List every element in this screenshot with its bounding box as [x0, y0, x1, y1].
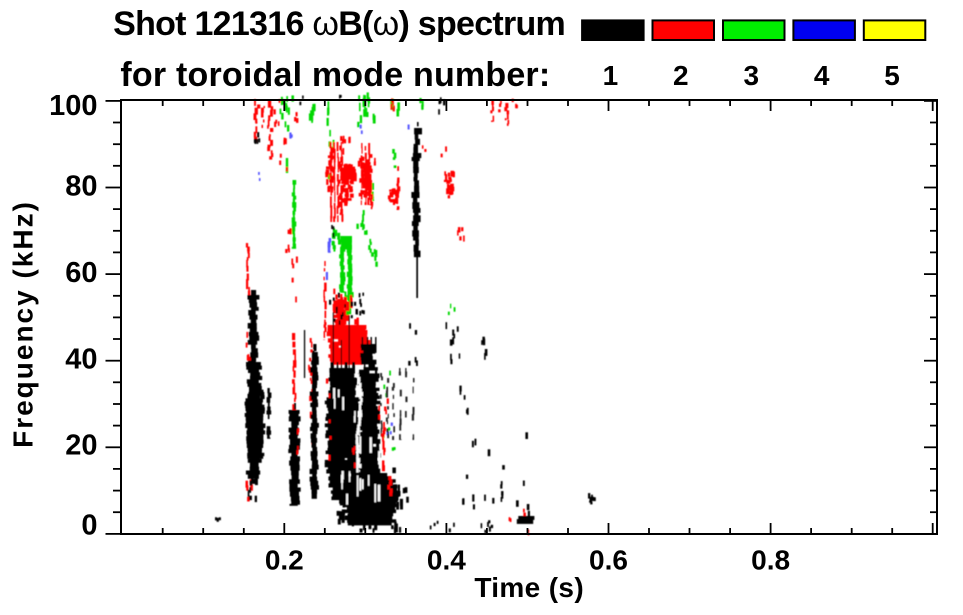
svg-text:40: 40 — [65, 343, 97, 375]
svg-text:20: 20 — [65, 430, 97, 462]
svg-text:2: 2 — [673, 60, 689, 91]
svg-text:0.4: 0.4 — [427, 545, 466, 576]
svg-text:Shot 121316 ωB(ω) spectrum: Shot 121316 ωB(ω) spectrum — [113, 5, 565, 43]
svg-text:100: 100 — [49, 90, 97, 122]
svg-text:0.2: 0.2 — [265, 545, 304, 576]
svg-text:80: 80 — [65, 171, 97, 203]
svg-text:5: 5 — [884, 60, 900, 91]
svg-text:Time (s): Time (s) — [474, 572, 584, 603]
svg-text:1: 1 — [603, 60, 619, 91]
svg-text:for toroidal mode number:: for toroidal mode number: — [120, 56, 550, 94]
svg-text:Frequency (kHz): Frequency (kHz) — [8, 200, 39, 448]
svg-text:4: 4 — [814, 60, 830, 91]
svg-text:0.6: 0.6 — [589, 545, 628, 576]
svg-text:3: 3 — [744, 60, 760, 91]
svg-text:0.8: 0.8 — [751, 545, 790, 576]
svg-text:0: 0 — [81, 510, 97, 542]
svg-text:60: 60 — [65, 257, 97, 289]
